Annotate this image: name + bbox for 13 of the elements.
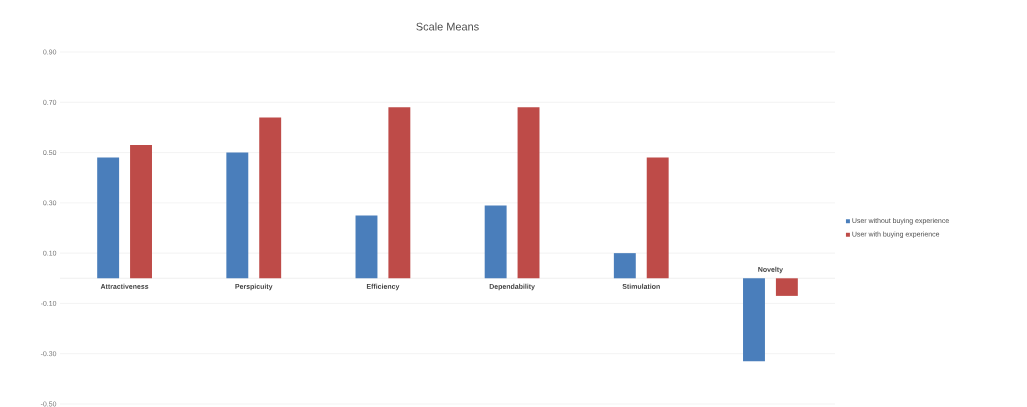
bar [130, 145, 152, 279]
bar [613, 253, 636, 279]
bar [97, 157, 120, 279]
bar [226, 152, 249, 279]
bar [259, 117, 282, 279]
bar [517, 107, 540, 279]
bar [775, 278, 798, 296]
bar [388, 107, 411, 279]
bar [355, 215, 378, 279]
bar [484, 205, 507, 279]
bar [743, 278, 765, 362]
bar [646, 157, 669, 279]
chart-title: Scale Means [416, 22, 479, 31]
